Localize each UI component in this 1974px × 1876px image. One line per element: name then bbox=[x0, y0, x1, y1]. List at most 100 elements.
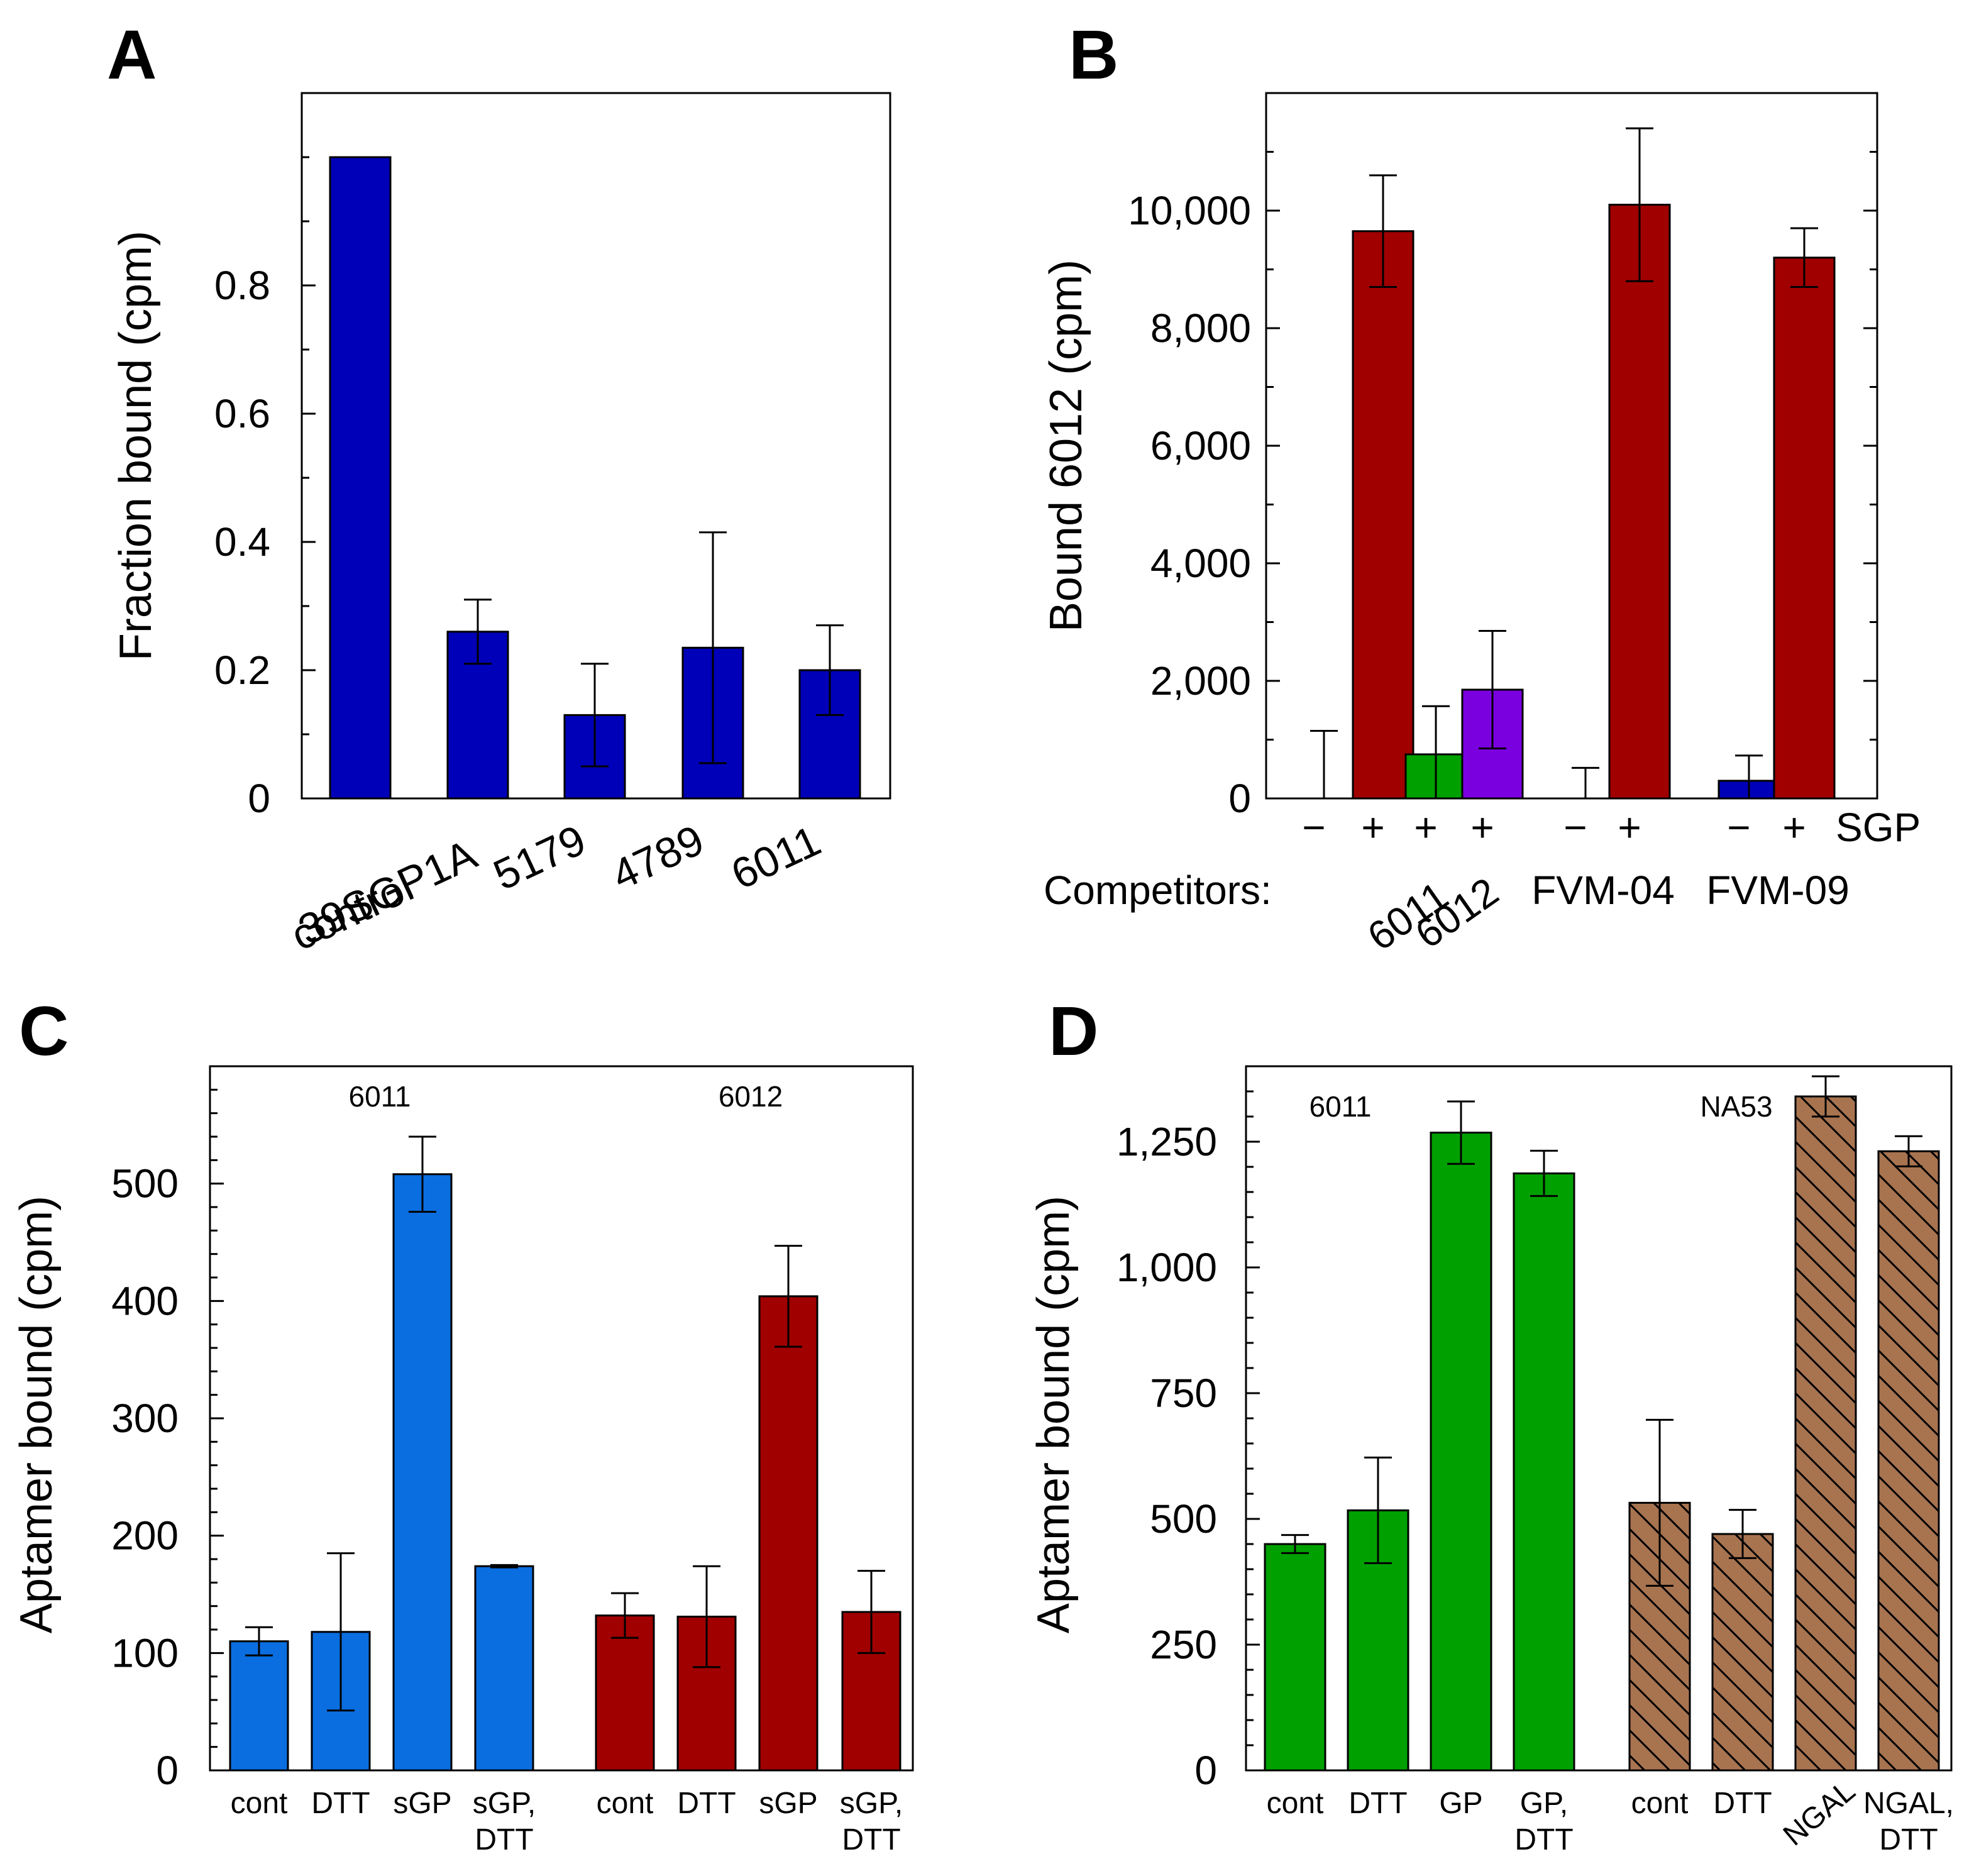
panel-c-x-label: cont bbox=[597, 1787, 654, 1820]
panel-a-y-axis-title: Fraction bound (cpm) bbox=[111, 231, 161, 661]
panel-a-error-bar bbox=[699, 531, 727, 764]
panel-d-y-tick-label: 1,250 bbox=[1117, 1119, 1217, 1164]
panel-c-bar bbox=[758, 1295, 819, 1772]
panel-b-bar bbox=[1608, 204, 1671, 800]
panel-letter-a: A bbox=[107, 16, 157, 94]
panel-c-bars bbox=[229, 1173, 902, 1772]
panel-c-group-label: 6012 bbox=[719, 1080, 783, 1113]
panel-c-x-label: DTT bbox=[311, 1787, 370, 1820]
panel-d-x-label: DTT bbox=[1879, 1823, 1938, 1857]
panel-b-bars bbox=[1352, 204, 1836, 800]
panel-d-x-label: DTT bbox=[1713, 1787, 1772, 1820]
panel-b-y-tick-label: 0 bbox=[1228, 776, 1251, 821]
panel-b-competitor-label: FVM-09 bbox=[1706, 868, 1850, 913]
panel-d-bar bbox=[1794, 1095, 1857, 1772]
panel-c-error-bar bbox=[611, 1592, 639, 1639]
panel-d-x-label: DTT bbox=[1514, 1823, 1573, 1857]
panel-d-error-bar bbox=[1729, 1509, 1756, 1559]
panel-c-y-axis-title: Aptamer bound (cpm) bbox=[11, 1196, 62, 1633]
panel-b-y-tick-label: 6,000 bbox=[1150, 423, 1251, 468]
panel-c-bar bbox=[229, 1640, 289, 1772]
panel-d-x-label: cont bbox=[1267, 1787, 1324, 1820]
panel-b-sgp-sign: − bbox=[1563, 805, 1587, 850]
panel-b-error-bars bbox=[1310, 127, 1818, 798]
panel-a-x-label: 6011 bbox=[724, 817, 828, 899]
panel-a-x-label: 5179 bbox=[487, 816, 593, 900]
panel-b-competitor-label: FVM-04 bbox=[1531, 868, 1675, 913]
panel-a-error-bar bbox=[581, 663, 609, 768]
panel-b-error-bar bbox=[1310, 729, 1338, 798]
panel-a-bar bbox=[329, 156, 392, 800]
panel-a-y-ticks: 0 0.2 0.4 0.6 0.8 bbox=[214, 92, 316, 821]
panel-d-bars bbox=[1264, 1095, 1940, 1772]
panel-d-y-tick-label: 500 bbox=[1150, 1496, 1217, 1542]
panel-c-error-bar bbox=[693, 1565, 720, 1669]
panel-c-y-tick-label: 300 bbox=[111, 1396, 179, 1441]
panel-b-y-tick-label: 2,000 bbox=[1150, 658, 1251, 704]
panel-c-x-label: cont bbox=[231, 1787, 288, 1820]
panel-d-x-label: NGAL bbox=[1777, 1774, 1861, 1853]
panel-a-y-tick-label: 0.8 bbox=[214, 263, 270, 308]
panel-d-bar bbox=[1877, 1150, 1940, 1772]
panel-a-x-label: 4789 bbox=[605, 816, 711, 900]
panel-b-competitors-label: Competitors: bbox=[1044, 868, 1272, 913]
panel-b-bar bbox=[1773, 257, 1836, 800]
panel-a-bars bbox=[329, 156, 861, 800]
panel-d-error-bar bbox=[1530, 1149, 1558, 1197]
panel-d-y-tick-label: 750 bbox=[1150, 1371, 1217, 1416]
panel-b-y-tick-label: 8,000 bbox=[1150, 306, 1251, 351]
panel-a-error-bar bbox=[816, 624, 844, 716]
panel-c-x-label: sGP bbox=[393, 1787, 451, 1820]
panel-b-sgp-sign: + bbox=[1618, 805, 1641, 850]
panel-c-y-tick-label: 200 bbox=[111, 1513, 179, 1559]
panel-c-x-label: sGP, bbox=[473, 1787, 536, 1820]
panel-a-y-tick-label: 0.6 bbox=[214, 391, 270, 436]
panel-c-error-bar bbox=[409, 1135, 436, 1213]
panel-b-error-bar bbox=[1422, 705, 1450, 798]
panel-c-error-bar bbox=[245, 1626, 273, 1657]
panel-d-bar bbox=[1264, 1543, 1326, 1772]
panel-d-x-label: GP, bbox=[1520, 1787, 1569, 1820]
panel-c-x-label: DTT bbox=[677, 1787, 736, 1820]
panel-b-error-bar bbox=[1369, 174, 1397, 289]
panel-c-error-bar bbox=[857, 1570, 885, 1654]
panel-b-sgp-sign: − bbox=[1727, 805, 1750, 850]
panel-c-y-tick-label: 400 bbox=[111, 1278, 179, 1323]
panel-a-x-label: 39SGP1A bbox=[291, 830, 484, 954]
panel-b-bar bbox=[1352, 230, 1414, 800]
panel-b-sgp-sign: + bbox=[1470, 805, 1494, 850]
panel-d-error-bar bbox=[1364, 1456, 1392, 1564]
panel-d-group-label: NA53 bbox=[1700, 1090, 1772, 1123]
panel-b: B Bound 6012 (cpm) 0 2,000 4,000 6,000 8,000… bbox=[1041, 16, 1921, 959]
panel-d-error-bars bbox=[1281, 1075, 1922, 1587]
panel-a: A Fraction bound (cpm) 0 0.2 0.4 0.6 0.8 con… bbox=[107, 16, 891, 960]
panel-b-error-bar bbox=[1735, 754, 1763, 798]
panel-a-x-labels: control 39SGP1A 5179 4789 6011 bbox=[284, 816, 828, 960]
panel-d-y-tick-label: 0 bbox=[1194, 1748, 1217, 1793]
panel-c-bar bbox=[392, 1173, 453, 1772]
panel-b-error-bar bbox=[1626, 127, 1653, 282]
panel-d-y-ticks: 0 250 500 750 1,000 1,250 bbox=[1117, 1065, 1260, 1793]
panel-d: D Aptamer bound (cpm) 0 250 500 750 1,000 1,2… bbox=[1028, 993, 1954, 1857]
panel-a-y-tick-label: 0.2 bbox=[214, 648, 270, 693]
panel-d-group-label: 6011 bbox=[1310, 1090, 1372, 1123]
panel-a-y-tick-label: 0 bbox=[248, 776, 270, 821]
panel-d-bar bbox=[1711, 1533, 1774, 1772]
panel-d-error-bar bbox=[1812, 1075, 1839, 1118]
panel-c-error-bar bbox=[775, 1245, 802, 1348]
panel-d-x-label: cont bbox=[1631, 1787, 1689, 1820]
panel-d-y-axis-title: Aptamer bound (cpm) bbox=[1028, 1196, 1079, 1633]
panel-letter-b: B bbox=[1069, 16, 1118, 94]
panel-b-sgp-sign: − bbox=[1302, 805, 1325, 850]
panel-b-y-ticks: 0 2,000 4,000 6,000 8,000 10,000 bbox=[1128, 92, 1877, 821]
panel-a-error-bars bbox=[464, 531, 844, 768]
panel-d-error-bar bbox=[1447, 1100, 1475, 1165]
panel-d-error-bar bbox=[1895, 1135, 1922, 1167]
panel-d-error-bar bbox=[1646, 1418, 1673, 1587]
panel-b-sgp-sign: + bbox=[1414, 805, 1437, 850]
panel-c-error-bars bbox=[245, 1135, 885, 1712]
panel-b-y-axis-title: Bound 6012 (cpm) bbox=[1041, 260, 1091, 632]
panel-d-bar bbox=[1430, 1132, 1492, 1772]
